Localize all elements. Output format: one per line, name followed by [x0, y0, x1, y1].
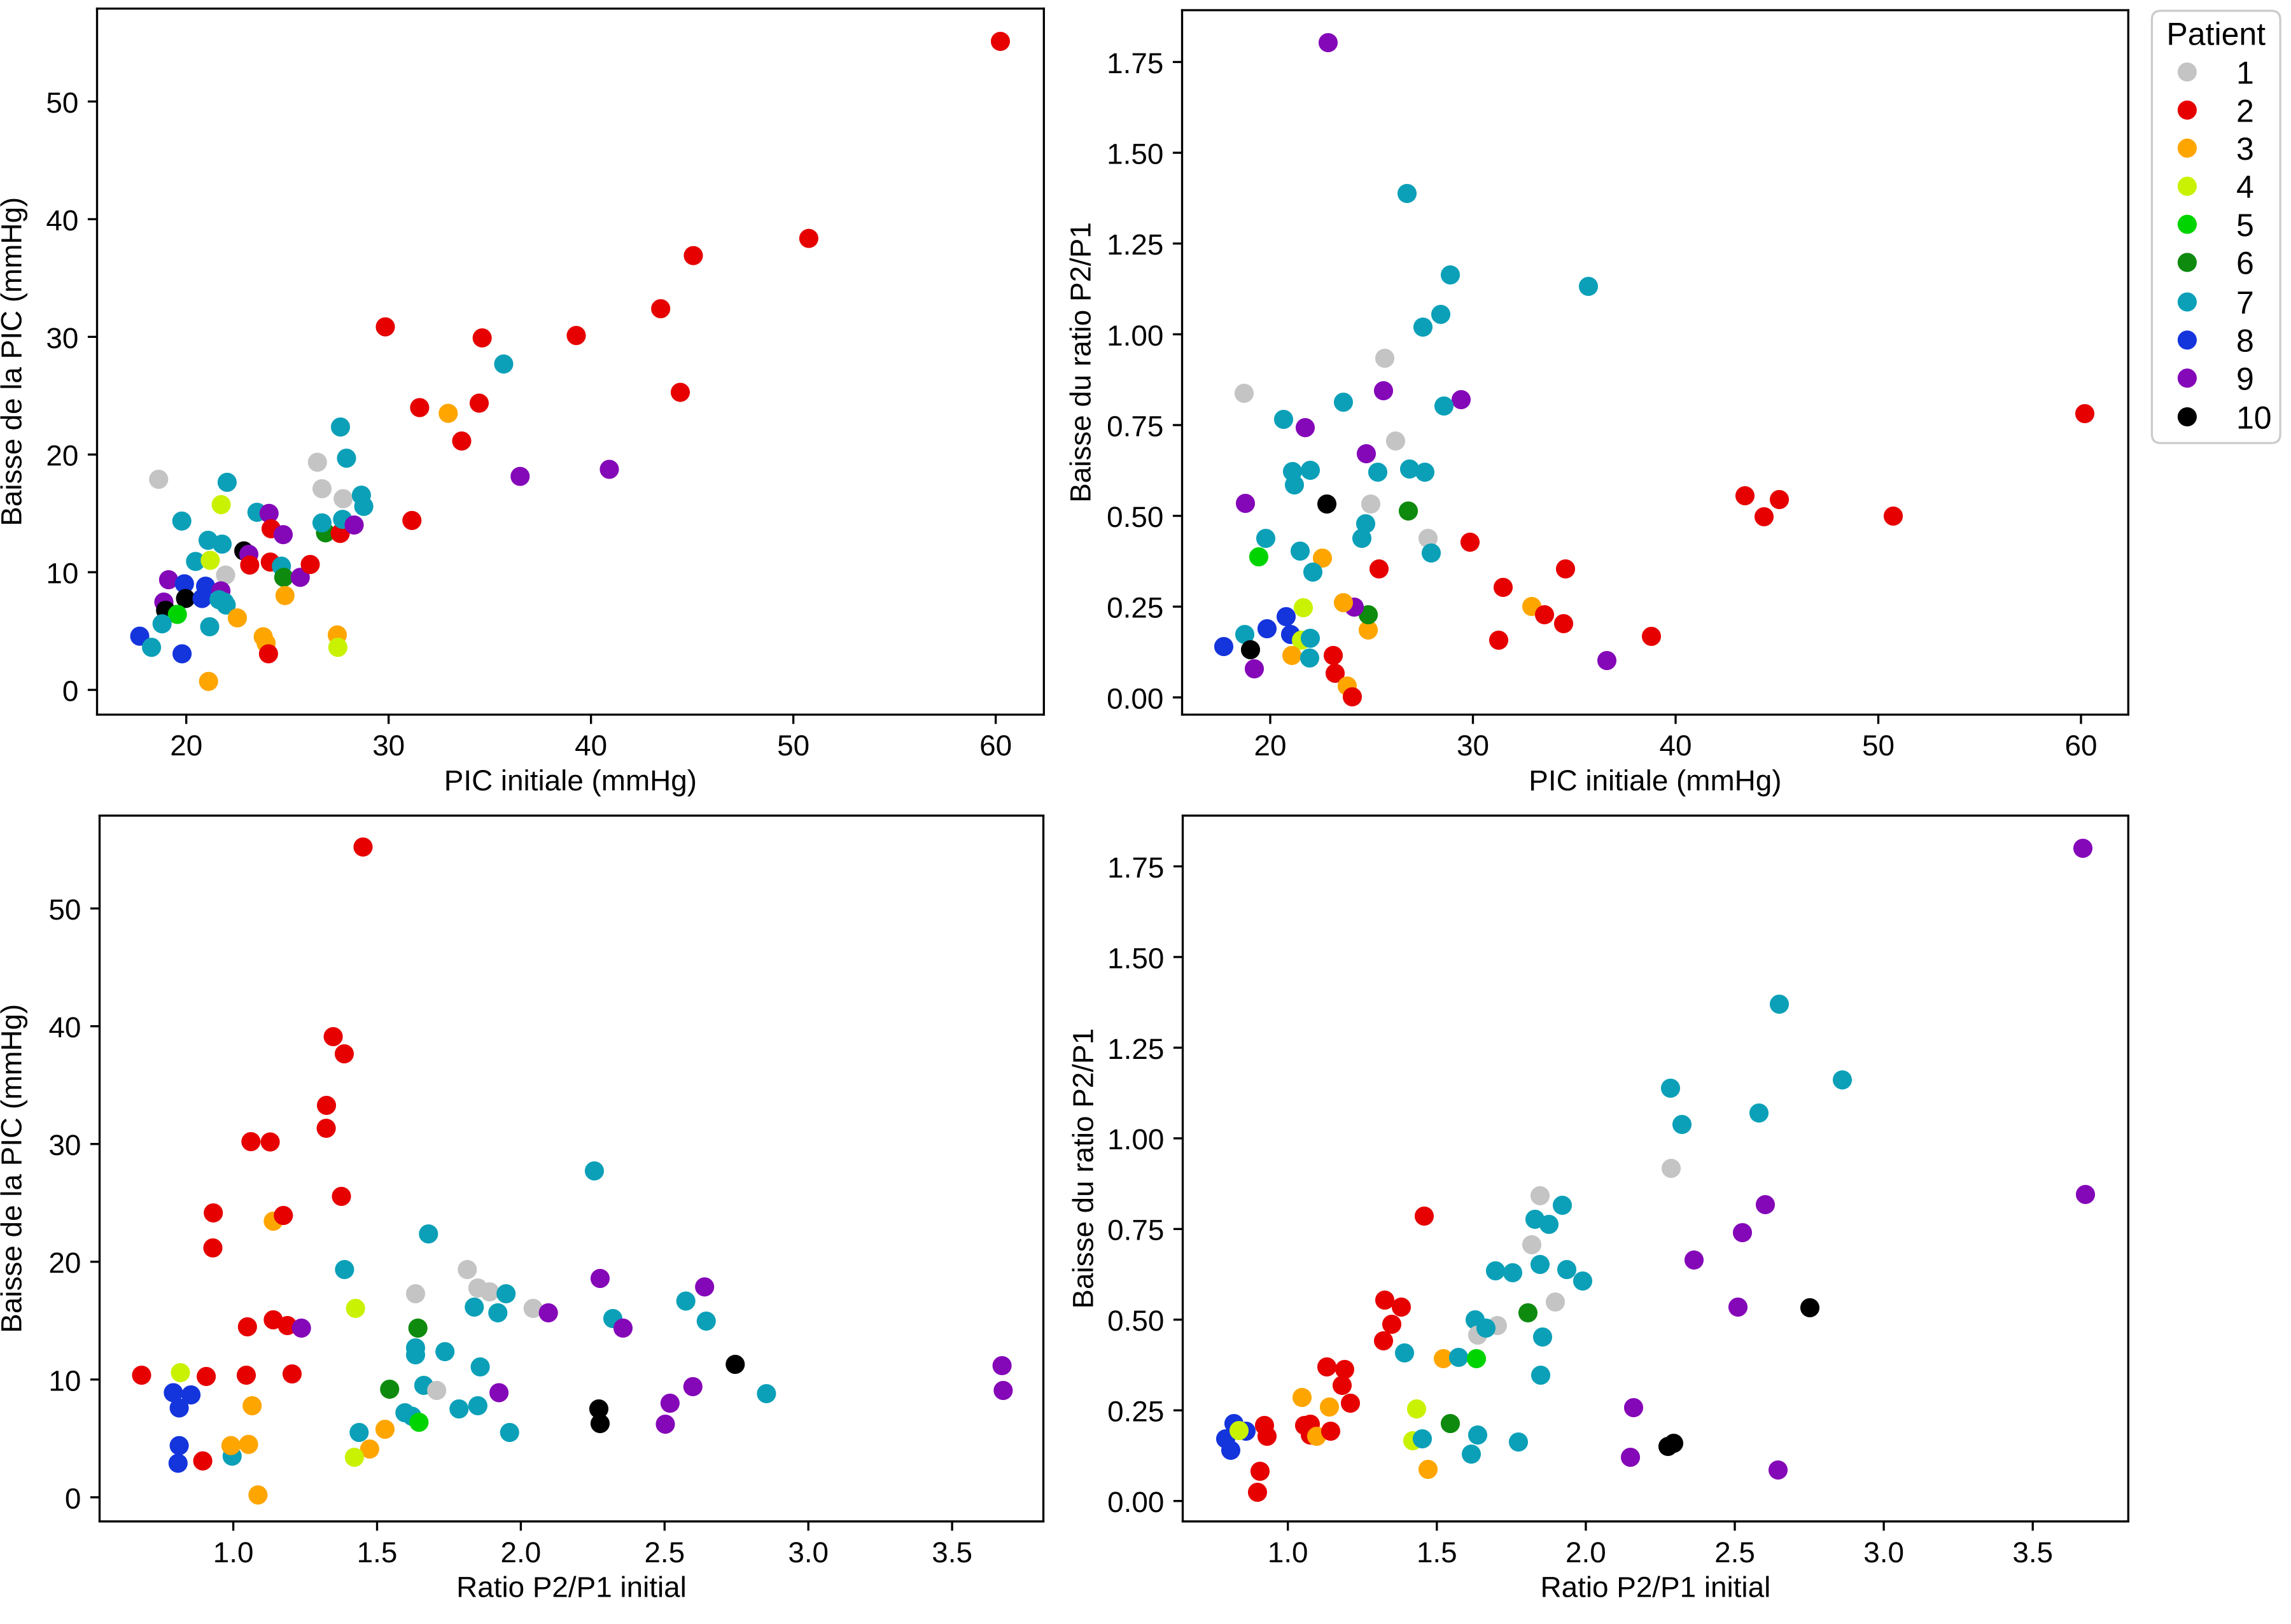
- svg-text:3.5: 3.5: [932, 1536, 972, 1569]
- svg-text:40: 40: [575, 729, 607, 762]
- svg-text:2.5: 2.5: [644, 1536, 685, 1569]
- svg-text:PIC initiale (mmHg): PIC initiale (mmHg): [444, 764, 697, 797]
- svg-text:2: 2: [2236, 93, 2254, 129]
- svg-text:8: 8: [2236, 323, 2254, 359]
- svg-text:Ratio P2/P1 initial: Ratio P2/P1 initial: [456, 1571, 687, 1604]
- svg-text:Ratio P2/P1 initial: Ratio P2/P1 initial: [1541, 1571, 1771, 1604]
- svg-text:30: 30: [372, 729, 405, 762]
- svg-text:1.5: 1.5: [1417, 1536, 1457, 1569]
- svg-text:1.75: 1.75: [1107, 851, 1164, 884]
- svg-text:1: 1: [2236, 55, 2254, 90]
- svg-text:0.50: 0.50: [1107, 501, 1163, 533]
- svg-text:1.00: 1.00: [1107, 1123, 1164, 1156]
- svg-text:30: 30: [48, 1129, 81, 1161]
- svg-text:3.0: 3.0: [1863, 1536, 1904, 1569]
- svg-text:1.00: 1.00: [1107, 319, 1163, 352]
- svg-text:40: 40: [1660, 729, 1692, 762]
- svg-text:30: 30: [1457, 729, 1489, 762]
- svg-text:1.50: 1.50: [1107, 942, 1164, 974]
- svg-text:40: 40: [46, 204, 78, 237]
- svg-text:0.75: 0.75: [1107, 410, 1163, 442]
- svg-text:10: 10: [46, 557, 78, 590]
- svg-text:1.5: 1.5: [357, 1536, 398, 1569]
- svg-text:40: 40: [48, 1011, 81, 1044]
- svg-text:Baisse du ratio P2/P1: Baisse du ratio P2/P1: [1064, 222, 1096, 503]
- svg-text:0.25: 0.25: [1107, 592, 1163, 624]
- svg-text:20: 20: [48, 1247, 81, 1279]
- svg-text:0.50: 0.50: [1107, 1305, 1164, 1337]
- svg-text:1.25: 1.25: [1107, 1033, 1164, 1065]
- svg-text:1.50: 1.50: [1107, 137, 1163, 170]
- svg-text:PIC initiale (mmHg): PIC initiale (mmHg): [1529, 764, 1781, 797]
- svg-text:1.0: 1.0: [1268, 1536, 1308, 1569]
- svg-text:2.5: 2.5: [1714, 1536, 1755, 1569]
- svg-text:2.0: 2.0: [501, 1536, 542, 1569]
- svg-text:4: 4: [2236, 169, 2254, 205]
- svg-text:60: 60: [2065, 729, 2098, 762]
- svg-text:20: 20: [170, 729, 202, 762]
- svg-text:0.25: 0.25: [1107, 1396, 1164, 1428]
- svg-text:0.00: 0.00: [1107, 1486, 1164, 1518]
- svg-text:60: 60: [979, 729, 1012, 762]
- svg-text:2.0: 2.0: [1566, 1536, 1606, 1569]
- svg-text:7: 7: [2236, 285, 2254, 321]
- svg-text:50: 50: [1862, 729, 1895, 762]
- svg-text:Baisse de la PIC (mmHg): Baisse de la PIC (mmHg): [0, 197, 27, 526]
- svg-text:30: 30: [46, 322, 78, 354]
- svg-text:10: 10: [2236, 400, 2272, 435]
- svg-text:Baisse de la PIC (mmHg): Baisse de la PIC (mmHg): [0, 1004, 28, 1333]
- svg-text:0.00: 0.00: [1107, 682, 1163, 715]
- svg-text:0.75: 0.75: [1107, 1214, 1164, 1247]
- svg-text:Patient: Patient: [2166, 16, 2266, 52]
- svg-text:6: 6: [2236, 246, 2254, 281]
- svg-text:5: 5: [2236, 207, 2254, 243]
- svg-text:3.0: 3.0: [788, 1536, 829, 1569]
- svg-text:0: 0: [65, 1482, 81, 1515]
- svg-text:3.5: 3.5: [2012, 1536, 2053, 1569]
- svg-text:1.75: 1.75: [1107, 47, 1163, 80]
- svg-text:3: 3: [2236, 131, 2254, 167]
- svg-text:50: 50: [777, 729, 809, 762]
- svg-text:50: 50: [48, 893, 81, 926]
- svg-text:0: 0: [62, 675, 79, 708]
- svg-text:1.25: 1.25: [1107, 228, 1163, 261]
- svg-text:50: 50: [46, 87, 78, 119]
- svg-text:9: 9: [2236, 361, 2254, 396]
- svg-text:10: 10: [48, 1364, 81, 1397]
- svg-text:20: 20: [46, 440, 78, 472]
- svg-text:1.0: 1.0: [213, 1536, 254, 1569]
- svg-text:Baisse du ratio P2/P1: Baisse du ratio P2/P1: [1067, 1028, 1099, 1309]
- svg-text:20: 20: [1254, 729, 1287, 762]
